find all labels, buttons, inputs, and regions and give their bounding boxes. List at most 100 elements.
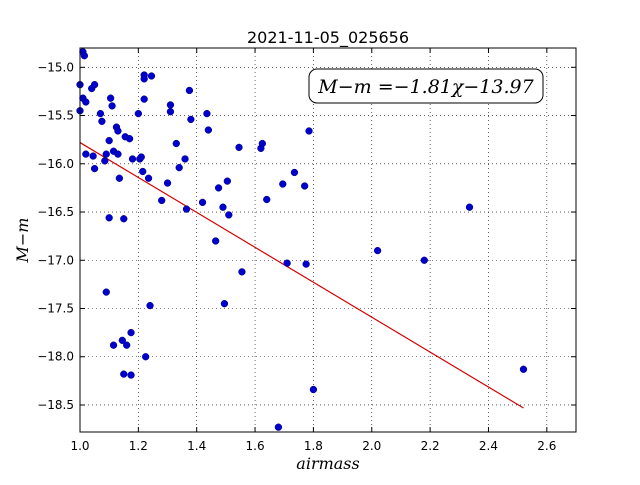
data-point [147,72,156,80]
data-point [212,237,220,245]
data-point [105,136,113,145]
data-point [172,139,180,148]
y-tick-label: −15.0 [37,60,74,74]
data-point [420,256,428,264]
data-point [115,174,124,182]
data-point [80,52,89,60]
data-point [214,184,223,192]
data-point [225,211,233,219]
x-tick-label: 1.8 [304,439,323,453]
data-point [114,127,122,135]
data-point [198,198,207,207]
x-axis-label: airmass [296,454,359,473]
x-tick-label: 1.0 [70,439,89,453]
data-point [141,353,150,361]
data-point [108,102,116,110]
data-point [139,167,147,176]
data-point [127,371,135,379]
data-point [263,195,271,204]
y-tick-label: −17.5 [37,302,74,316]
data-point [235,143,243,152]
data-point [373,246,382,255]
data-point [175,163,183,172]
data-point [204,126,213,134]
data-point [82,98,90,106]
fit-annotation: M−m =−1.81χ−13.97 [308,68,544,104]
data-point [166,108,175,116]
x-tick-label: 1.2 [129,439,148,453]
data-point [96,109,105,118]
data-point [279,180,287,188]
data-point [220,300,229,308]
y-tick-label: −17.0 [37,253,74,267]
y-tick-label: −16.0 [37,157,74,171]
x-tick-label: 2.6 [537,439,556,453]
data-point [114,150,122,158]
data-point [102,288,110,296]
fit-line-layer [79,142,524,409]
data-point [140,95,148,103]
data-point [290,168,299,177]
data-point [182,205,191,213]
data-point [146,301,154,310]
data-point [519,365,528,373]
data-point [101,157,109,165]
data-point [185,86,194,95]
data-point [219,203,227,211]
data-point [166,101,175,109]
y-tick-label: −18.0 [37,350,74,364]
data-point [181,155,189,163]
annotation-box [308,68,544,104]
data-point [109,341,118,349]
data-point [301,182,309,190]
x-tick-label: 1.4 [187,439,206,453]
data-point [203,109,211,118]
data-point [305,127,313,135]
y-tick-label: −16.5 [37,205,74,219]
x-tick-label: 2.2 [421,439,440,453]
data-point [134,109,143,118]
data-point [258,139,267,148]
x-tick-label: 1.6 [246,439,265,453]
data-point [128,155,137,163]
data-point [137,153,145,161]
data-points [76,48,528,431]
annotation-text: M−m =−1.81χ−13.97 [317,76,534,98]
data-point [89,152,97,160]
data-point [283,259,291,267]
data-point [238,268,246,276]
chart-title: 2021-11-05_025656 [247,28,409,48]
data-point [144,174,153,182]
data-point [223,177,231,185]
axis-ticks: 1.0 1.2 1.4 1.6 1.8 2.0 2.2 2.4 2.6 −15.0 −15.5 −16… [37,48,576,453]
plot-frame [79,47,577,433]
y-tick-label: −15.5 [37,109,74,123]
data-point [187,115,195,124]
x-tick-label: 2.4 [479,439,498,453]
grid [79,48,576,432]
data-point [127,328,135,337]
data-point [90,81,99,89]
data-point [90,164,99,173]
data-point [302,260,310,268]
y-axis-label: M−m [13,218,32,264]
data-point [123,341,131,349]
data-point [105,214,113,222]
data-point [102,150,110,158]
data-point [163,179,172,187]
data-point [158,196,166,205]
data-point [106,94,115,102]
data-point [120,370,128,378]
data-point [82,150,90,158]
fit-line [79,142,524,409]
data-point [98,117,106,125]
data-point [140,75,148,83]
data-point [118,336,126,344]
data-point [465,203,474,211]
y-tick-label: −18.5 [37,398,74,412]
x-tick-label: 2.0 [362,439,381,453]
data-point [120,215,128,223]
data-point [274,423,283,431]
